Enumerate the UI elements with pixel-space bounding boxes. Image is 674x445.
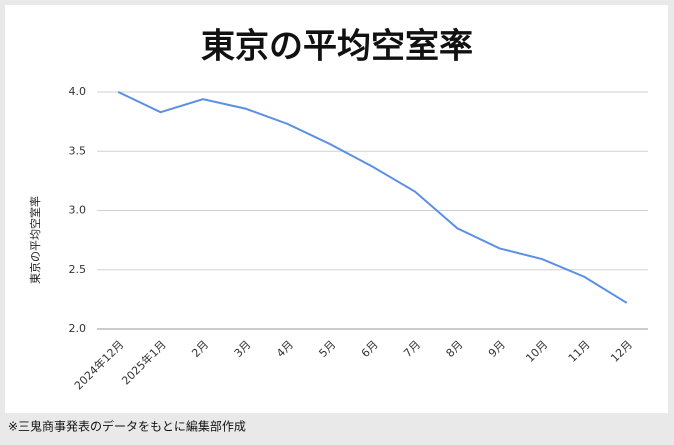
y-tick-label: 3.0 xyxy=(69,204,87,217)
y-tick-label: 2.5 xyxy=(69,263,87,276)
line-series xyxy=(117,91,628,304)
y-axis-label: 東京の平均空室率 xyxy=(28,196,42,284)
y-tick-label: 4.0 xyxy=(69,85,87,98)
y-tick-label: 3.5 xyxy=(69,144,87,157)
chart-title: 東京の平均空室率 xyxy=(201,27,473,67)
y-tick-label: 2.0 xyxy=(69,322,87,335)
source-note: ※三鬼商事発表のデータをもとに編集部作成 xyxy=(8,419,246,434)
chart-panel xyxy=(5,5,668,413)
